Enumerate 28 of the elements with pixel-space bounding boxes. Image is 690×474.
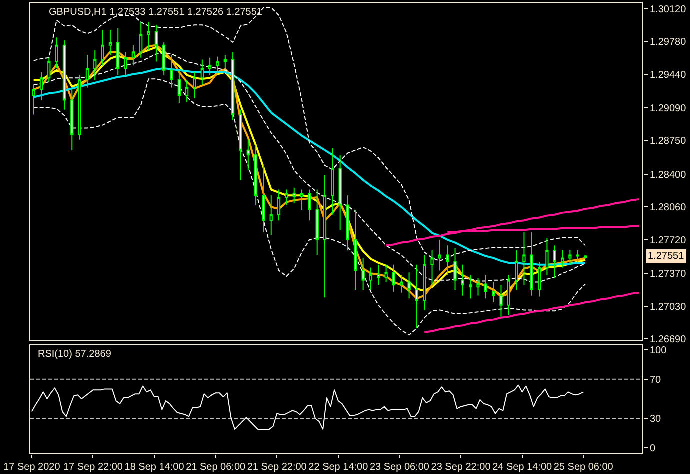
y-tick-label: 30 xyxy=(650,414,662,426)
y-tick-label: 0 xyxy=(650,444,656,455)
x-tick-label: 25 Sep 06:00 xyxy=(554,462,614,473)
y-tick-label: 1.29780 xyxy=(650,37,687,48)
x-tick-label: 17 Sep 2020 xyxy=(4,462,61,473)
y-tick-label: 1.27370 xyxy=(650,269,687,280)
y-tick-label: 70 xyxy=(650,374,662,386)
y-tick-label: 1.28750 xyxy=(650,136,687,148)
y-tick-label: 100 xyxy=(650,345,668,356)
x-tick-label: 21 Sep 06:00 xyxy=(186,462,246,473)
y-tick-label: 1.26690 xyxy=(650,334,687,346)
y-tick-label: 1.29090 xyxy=(650,103,687,114)
y-tick-label: 1.27720 xyxy=(650,235,687,246)
x-tick-label: 21 Sep 22:00 xyxy=(247,462,308,473)
x-tick-label: 17 Sep 22:00 xyxy=(63,462,124,473)
text: 1.27551 xyxy=(648,251,685,262)
x-tick-label: 23 Sep 06:00 xyxy=(370,462,430,473)
x-tick-label: 23 Sep 22:00 xyxy=(431,462,492,473)
y-tick-label: 1.30120 xyxy=(650,4,687,16)
y-tick-label: 1.28400 xyxy=(650,170,687,181)
x-tick-label: 24 Sep 14:00 xyxy=(492,462,553,473)
y-tick-label: 1.29440 xyxy=(650,70,687,81)
y-tick-label: 1.28060 xyxy=(650,202,687,214)
chart-title: RSI(10) 57.2869 xyxy=(38,349,112,360)
chart-title: GBPUSD,H1 1.27533 1.27551 1.27526 1.27551 xyxy=(49,7,263,18)
x-tick-label: 18 Sep 14:00 xyxy=(124,462,185,473)
y-tick-label: 1.27030 xyxy=(650,302,687,313)
x-tick-label: 22 Sep 14:00 xyxy=(308,462,369,473)
